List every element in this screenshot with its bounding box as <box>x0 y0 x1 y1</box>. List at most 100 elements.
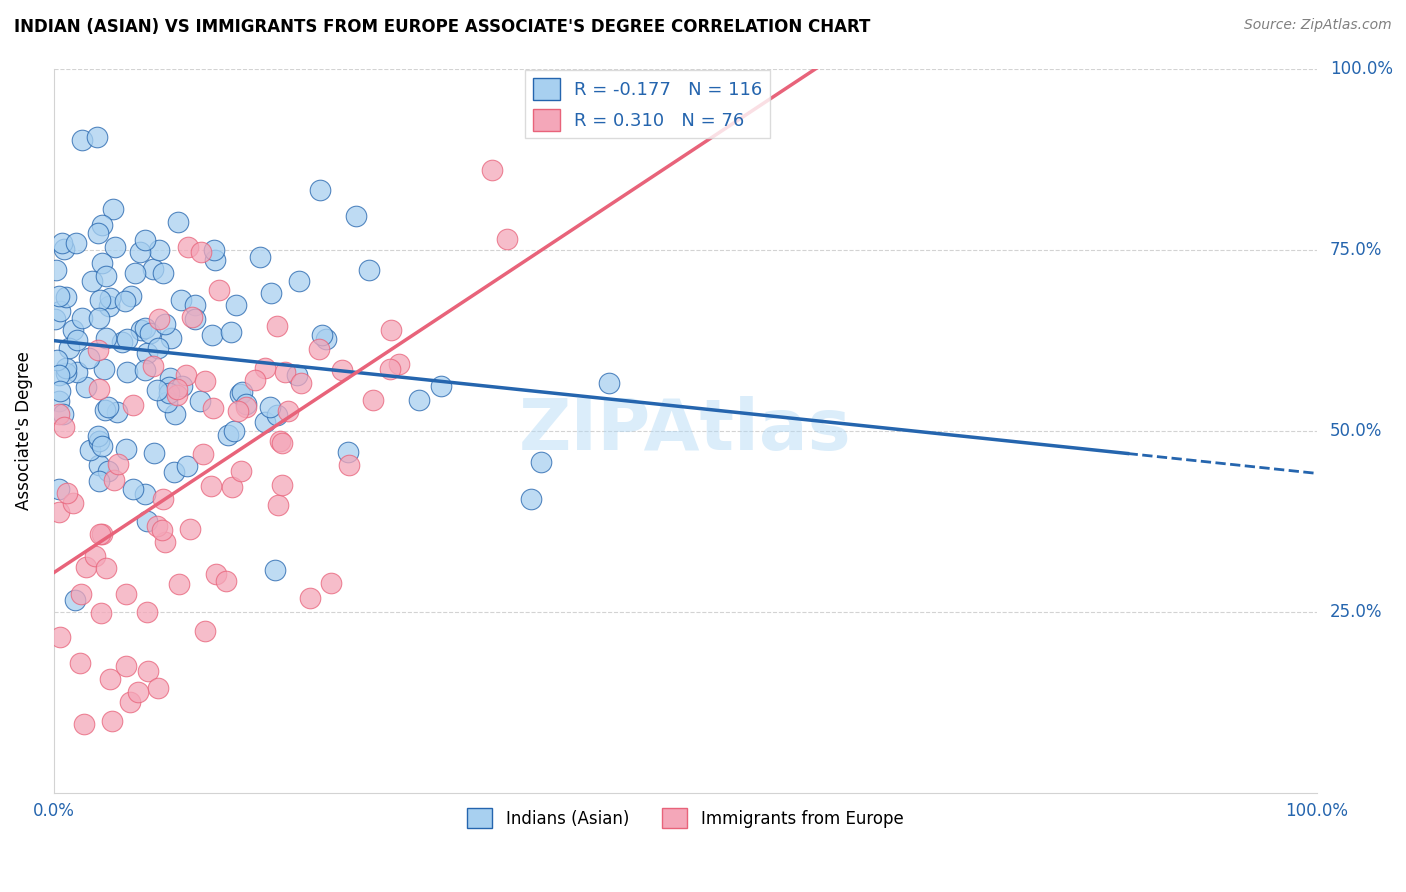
Point <box>89 434 111 448</box>
Point <box>56 485 79 500</box>
Point <box>266 318 288 333</box>
Point <box>269 434 291 448</box>
Point <box>337 458 360 473</box>
Point <box>224 425 246 439</box>
Point <box>115 659 138 673</box>
Point <box>48 482 70 496</box>
Point <box>221 480 243 494</box>
Point <box>135 515 157 529</box>
Point <box>177 240 200 254</box>
Point <box>124 266 146 280</box>
Point <box>91 527 114 541</box>
Point <box>285 368 308 382</box>
Point <box>148 243 170 257</box>
Point <box>73 717 96 731</box>
Point <box>96 561 118 575</box>
Point <box>93 362 115 376</box>
Point <box>142 359 165 373</box>
Point <box>315 332 337 346</box>
Point <box>44 311 66 326</box>
Point <box>45 262 67 277</box>
Point <box>321 576 343 591</box>
Point <box>363 393 385 408</box>
Point <box>225 298 247 312</box>
Point <box>90 606 112 620</box>
Point <box>145 518 167 533</box>
Point <box>274 365 297 379</box>
Point <box>179 522 201 536</box>
Point <box>94 269 117 284</box>
Point <box>217 427 239 442</box>
Text: 100.0%: 100.0% <box>1330 60 1393 78</box>
Point <box>430 379 453 393</box>
Point <box>148 341 170 355</box>
Point <box>194 624 217 638</box>
Point <box>63 592 86 607</box>
Point <box>118 695 141 709</box>
Point <box>378 362 401 376</box>
Point <box>157 380 180 394</box>
Point <box>598 376 620 391</box>
Point <box>139 326 162 340</box>
Point <box>105 404 128 418</box>
Point <box>176 459 198 474</box>
Text: INDIAN (ASIAN) VS IMMIGRANTS FROM EUROPE ASSOCIATE'S DEGREE CORRELATION CHART: INDIAN (ASIAN) VS IMMIGRANTS FROM EUROPE… <box>14 18 870 36</box>
Point <box>69 656 91 670</box>
Point <box>129 322 152 336</box>
Point <box>104 240 127 254</box>
Point <box>91 219 114 233</box>
Point <box>75 380 97 394</box>
Point <box>266 498 288 512</box>
Point <box>46 353 69 368</box>
Point <box>87 474 110 488</box>
Point <box>48 407 70 421</box>
Point <box>48 289 70 303</box>
Point <box>408 392 430 407</box>
Point <box>259 400 281 414</box>
Point <box>49 384 72 398</box>
Point <box>221 326 243 340</box>
Point <box>188 393 211 408</box>
Text: ZIPAtlas: ZIPAtlas <box>519 396 852 465</box>
Point <box>120 289 142 303</box>
Point <box>90 256 112 270</box>
Point <box>79 442 101 457</box>
Point <box>53 419 76 434</box>
Point <box>204 252 226 267</box>
Point <box>260 285 283 300</box>
Point <box>253 361 276 376</box>
Point <box>235 400 257 414</box>
Point <box>97 401 120 415</box>
Text: 25.0%: 25.0% <box>1330 603 1382 621</box>
Point <box>174 368 197 383</box>
Point <box>98 291 121 305</box>
Point <box>290 376 312 391</box>
Point <box>134 321 156 335</box>
Point <box>114 293 136 308</box>
Point <box>308 183 330 197</box>
Point <box>380 323 402 337</box>
Point <box>82 274 104 288</box>
Point <box>148 681 170 695</box>
Point <box>153 535 176 549</box>
Point <box>93 403 115 417</box>
Point <box>202 244 225 258</box>
Point <box>55 290 77 304</box>
Point <box>200 479 222 493</box>
Point <box>98 672 121 686</box>
Point <box>66 365 89 379</box>
Point <box>136 346 159 360</box>
Point <box>235 397 257 411</box>
Point <box>96 331 118 345</box>
Point <box>49 303 72 318</box>
Point <box>87 382 110 396</box>
Point <box>77 351 100 365</box>
Point <box>202 401 225 415</box>
Point <box>215 574 238 588</box>
Point <box>134 363 156 377</box>
Point <box>70 133 93 147</box>
Point <box>152 491 174 506</box>
Point <box>48 368 70 382</box>
Point <box>117 332 139 346</box>
Point <box>249 251 271 265</box>
